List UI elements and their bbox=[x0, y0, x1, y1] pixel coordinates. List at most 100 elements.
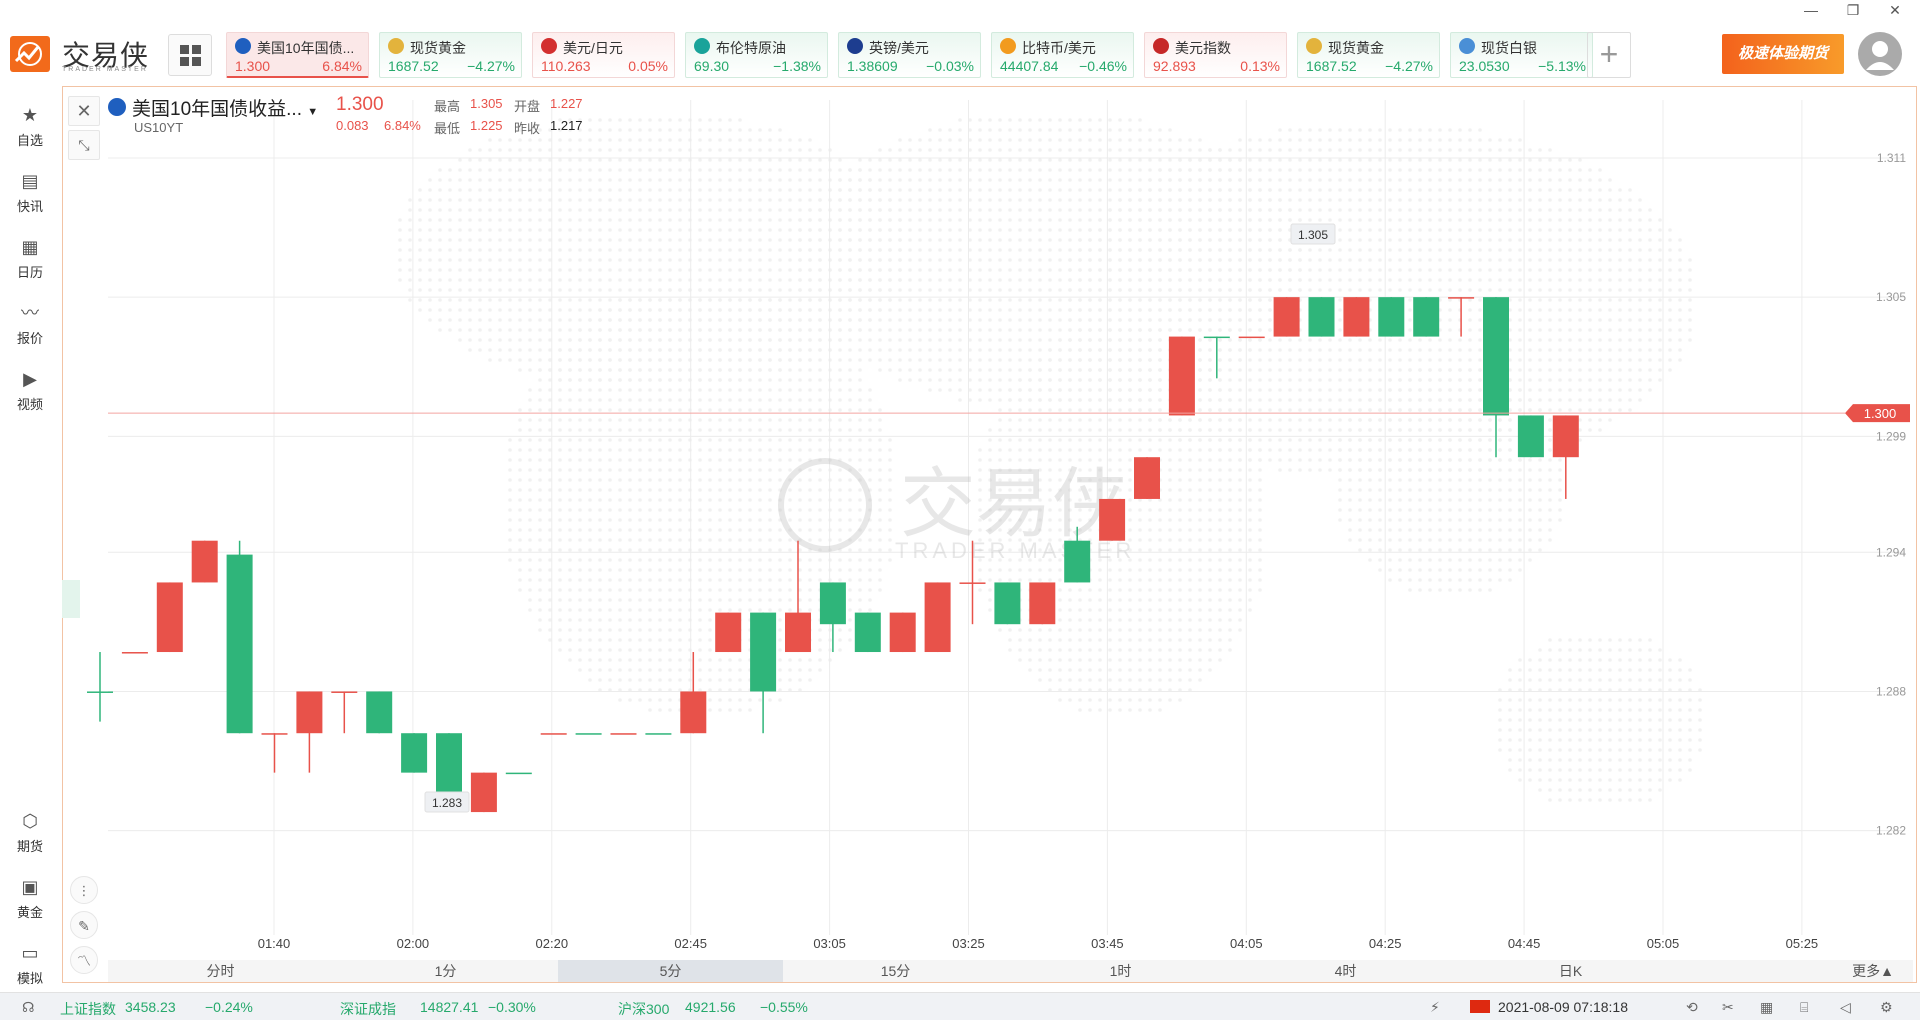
candle[interactable] bbox=[680, 652, 707, 734]
ticker-change: −0.46% bbox=[1079, 58, 1127, 74]
candle[interactable] bbox=[1552, 415, 1579, 499]
candle[interactable] bbox=[1134, 457, 1160, 499]
symbol-selector[interactable]: 美国10年国债收益... ▼ bbox=[132, 94, 318, 121]
ticker-3[interactable]: 布伦特原油 69.30 −1.38% bbox=[685, 32, 828, 78]
candle[interactable] bbox=[889, 612, 916, 653]
sidebar-item-4[interactable]: ▶ 视频 bbox=[0, 358, 60, 418]
candle[interactable] bbox=[1483, 297, 1509, 458]
ticker-5[interactable]: 比特币/美元 44407.84 −0.46% bbox=[991, 32, 1134, 78]
mute-icon[interactable]: ◁ bbox=[1840, 999, 1851, 1015]
flag-us-jp-icon bbox=[541, 38, 557, 54]
ticker-2[interactable]: 美元/日元 110.263 0.05% bbox=[532, 32, 675, 78]
ticker-0[interactable]: 美国10年国债... 1.300 6.84% bbox=[226, 32, 369, 78]
candle[interactable] bbox=[610, 733, 637, 735]
candle[interactable] bbox=[785, 540, 811, 653]
camera-icon[interactable]: ⌸ bbox=[1800, 999, 1809, 1015]
y-tick-label: 1.294 bbox=[1876, 545, 1906, 559]
sidebar-item-label: 模拟 bbox=[16, 971, 43, 986]
candle-body bbox=[610, 733, 637, 735]
candle[interactable] bbox=[1203, 336, 1230, 379]
more-intervals-button[interactable]: 更多▲ bbox=[1852, 963, 1894, 979]
candle[interactable] bbox=[1343, 297, 1370, 337]
interval-tab-3[interactable]: 15分 bbox=[880, 963, 911, 979]
candle[interactable] bbox=[1517, 415, 1544, 458]
candle[interactable] bbox=[505, 772, 532, 775]
candle[interactable] bbox=[1064, 526, 1091, 583]
candle[interactable] bbox=[87, 652, 113, 722]
index-name[interactable]: 深证成指 bbox=[340, 1001, 396, 1017]
trend-line-icon[interactable]: 〽 bbox=[70, 946, 98, 974]
candle[interactable] bbox=[156, 582, 183, 653]
interval-tab-4[interactable]: 1时 bbox=[1109, 963, 1132, 979]
candle[interactable] bbox=[1273, 297, 1300, 337]
candle[interactable] bbox=[1308, 297, 1335, 337]
candle[interactable] bbox=[226, 540, 253, 734]
interval-tab-6[interactable]: 日K bbox=[1558, 963, 1583, 979]
minimize-icon[interactable]: — bbox=[1804, 2, 1818, 18]
interval-tab-2[interactable]: 5分 bbox=[558, 960, 783, 982]
ticker-1[interactable]: 现货黄金 1687.52 −4.27% bbox=[379, 32, 522, 78]
candle-body bbox=[1378, 297, 1405, 337]
ticker-6[interactable]: 美元指数 92.893 0.13% bbox=[1144, 32, 1287, 78]
candle[interactable] bbox=[959, 540, 986, 625]
candle[interactable] bbox=[1099, 498, 1126, 541]
candle[interactable] bbox=[750, 612, 777, 734]
candle[interactable] bbox=[715, 612, 742, 653]
candle[interactable] bbox=[1448, 297, 1475, 337]
quote-chart-icon: 〰 bbox=[21, 303, 39, 323]
sidebar-item-0[interactable]: ★ 自选 bbox=[0, 94, 60, 154]
candle[interactable] bbox=[296, 691, 323, 773]
close-chart-icon[interactable]: ✕ bbox=[68, 96, 100, 126]
interval-tab-1[interactable]: 1分 bbox=[434, 963, 457, 979]
candle[interactable] bbox=[1378, 297, 1405, 337]
add-ticker-button[interactable]: + bbox=[1587, 32, 1631, 78]
candle[interactable] bbox=[191, 540, 218, 583]
candle[interactable] bbox=[1238, 336, 1265, 339]
sidebar-item-1[interactable]: ▤ 快讯 bbox=[0, 160, 60, 220]
interval-tab-0[interactable]: 分时 bbox=[206, 963, 235, 979]
candle[interactable] bbox=[401, 733, 428, 773]
candle[interactable] bbox=[819, 582, 846, 653]
sidebar-item-7[interactable]: ▭ 模拟 bbox=[0, 932, 60, 992]
collapse-icon[interactable]: ⤡ bbox=[68, 130, 100, 160]
sidebar-item-3[interactable]: 〰报价 bbox=[0, 292, 60, 352]
ticker-8[interactable]: 现货白银 23.0530 −5.13% bbox=[1450, 32, 1593, 78]
layout-grid-button[interactable] bbox=[168, 34, 212, 76]
close-window-icon[interactable]: ✕ bbox=[1889, 2, 1901, 18]
sidebar-item-2[interactable]: ▦ 日历 bbox=[0, 226, 60, 286]
candle[interactable] bbox=[854, 612, 881, 653]
index-name[interactable]: 上证指数 bbox=[60, 1001, 116, 1017]
candle-body bbox=[1552, 415, 1579, 458]
tools-icon[interactable]: ✂ bbox=[1722, 999, 1734, 1015]
candle[interactable] bbox=[121, 652, 148, 654]
interval-tab-5[interactable]: 4时 bbox=[1334, 963, 1357, 979]
candle[interactable] bbox=[575, 733, 602, 735]
grid-icon[interactable]: ▦ bbox=[1760, 999, 1774, 1015]
sidebar-item-6[interactable]: ▣ 黄金 bbox=[0, 866, 60, 926]
candle[interactable] bbox=[261, 733, 288, 773]
ticker-7[interactable]: 现货黄金 1687.52 −4.27% bbox=[1297, 32, 1440, 78]
draw-pen-icon[interactable]: ✎ bbox=[70, 911, 98, 939]
candle[interactable] bbox=[470, 772, 497, 813]
candle[interactable] bbox=[366, 691, 393, 734]
index-name[interactable]: 沪深300 bbox=[618, 1001, 670, 1017]
candle[interactable] bbox=[1029, 582, 1056, 625]
futures-promo-banner[interactable]: 极速体验期货 bbox=[1722, 34, 1844, 74]
headset-icon[interactable]: ☊ bbox=[22, 999, 35, 1015]
indicator-icon[interactable]: ⋮ bbox=[70, 876, 98, 904]
sync-icon[interactable]: ⟲ bbox=[1686, 999, 1698, 1015]
restore-icon[interactable]: ❐ bbox=[1846, 2, 1860, 18]
candle[interactable] bbox=[645, 733, 672, 735]
candle[interactable] bbox=[331, 691, 358, 734]
candle[interactable] bbox=[540, 733, 567, 735]
candle[interactable] bbox=[1168, 336, 1195, 416]
candle[interactable] bbox=[1413, 297, 1440, 337]
settings-icon[interactable]: ⚙ bbox=[1880, 999, 1893, 1015]
signal-icon[interactable]: ⚡ bbox=[1430, 999, 1440, 1015]
candle[interactable] bbox=[924, 582, 951, 653]
sidebar-item-5[interactable]: ⬡ 期货 bbox=[0, 800, 60, 860]
ticker-4[interactable]: 英镑/美元 1.38609 −0.03% bbox=[838, 32, 981, 78]
candle[interactable] bbox=[994, 582, 1021, 625]
avatar[interactable] bbox=[1858, 32, 1902, 76]
